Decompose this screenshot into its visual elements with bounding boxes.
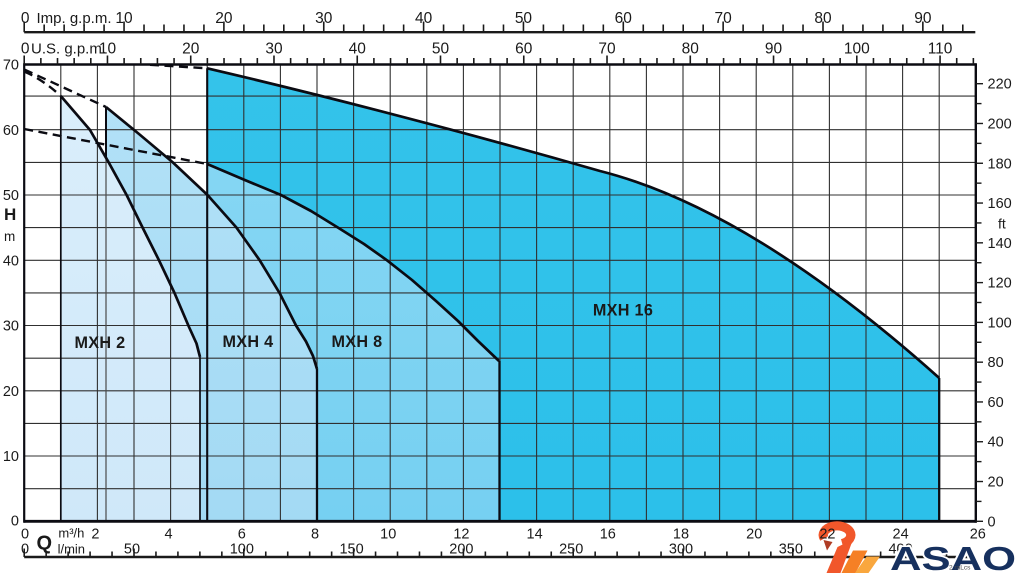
svg-text:350: 350 — [779, 542, 803, 558]
svg-text:2 raLcs: 2 raLcs — [949, 565, 971, 572]
svg-text:140: 140 — [988, 236, 1012, 252]
svg-text:10: 10 — [380, 527, 396, 543]
svg-text:U.S. g.p.m.: U.S. g.p.m. — [31, 41, 106, 58]
svg-text:20: 20 — [182, 41, 200, 58]
svg-text:90: 90 — [914, 10, 932, 27]
svg-text:20: 20 — [746, 527, 762, 543]
svg-text:6: 6 — [238, 527, 246, 543]
svg-text:110: 110 — [928, 41, 953, 58]
svg-text:40: 40 — [988, 435, 1004, 451]
svg-text:20: 20 — [988, 475, 1004, 491]
svg-text:Q: Q — [37, 533, 53, 555]
svg-text:60: 60 — [3, 123, 19, 139]
svg-text:16: 16 — [600, 527, 616, 543]
svg-text:10: 10 — [115, 10, 133, 27]
svg-text:MXH 16: MXH 16 — [593, 302, 653, 320]
svg-text:100: 100 — [230, 542, 254, 558]
svg-text:MXH 8: MXH 8 — [332, 333, 383, 351]
svg-text:100: 100 — [988, 315, 1012, 331]
svg-text:22: 22 — [819, 527, 835, 543]
svg-text:24: 24 — [893, 527, 909, 543]
svg-text:0: 0 — [21, 527, 29, 543]
svg-text:20: 20 — [215, 10, 233, 27]
svg-text:150: 150 — [339, 542, 363, 558]
svg-text:40: 40 — [349, 41, 367, 58]
svg-text:l/min: l/min — [58, 542, 85, 557]
svg-text:120: 120 — [988, 276, 1012, 292]
svg-text:0: 0 — [11, 513, 19, 529]
svg-text:14: 14 — [527, 527, 543, 543]
svg-text:0: 0 — [21, 542, 29, 558]
svg-text:12: 12 — [453, 527, 469, 543]
svg-text:m³/h: m³/h — [58, 526, 84, 541]
svg-text:300: 300 — [669, 542, 693, 558]
svg-text:ft: ft — [998, 216, 1006, 232]
svg-text:70: 70 — [715, 10, 733, 27]
svg-text:MXH 4: MXH 4 — [223, 333, 274, 351]
svg-text:Imp. g.p.m.: Imp. g.p.m. — [36, 10, 111, 27]
svg-text:30: 30 — [265, 41, 283, 58]
svg-text:0: 0 — [21, 10, 30, 27]
svg-text:20: 20 — [3, 384, 19, 400]
svg-text:90: 90 — [765, 41, 783, 58]
svg-text:50: 50 — [124, 542, 140, 558]
svg-text:0: 0 — [988, 514, 996, 530]
svg-text:80: 80 — [988, 355, 1004, 371]
svg-text:m: m — [4, 229, 15, 244]
svg-text:8: 8 — [311, 527, 319, 543]
svg-text:40: 40 — [3, 254, 19, 270]
svg-text:60: 60 — [988, 395, 1004, 411]
svg-text:70: 70 — [598, 41, 616, 58]
svg-text:160: 160 — [988, 196, 1012, 212]
svg-text:18: 18 — [673, 527, 689, 543]
svg-text:180: 180 — [988, 156, 1012, 172]
svg-text:50: 50 — [432, 41, 450, 58]
svg-text:250: 250 — [559, 542, 583, 558]
svg-text:80: 80 — [814, 10, 832, 27]
svg-text:30: 30 — [3, 319, 19, 335]
svg-text:4: 4 — [165, 527, 173, 543]
svg-text:80: 80 — [682, 41, 700, 58]
svg-text:ASAO: ASAO — [890, 541, 1016, 573]
svg-text:200: 200 — [988, 116, 1012, 132]
svg-text:100: 100 — [844, 41, 870, 58]
svg-text:MXH 2: MXH 2 — [75, 334, 126, 352]
svg-text:50: 50 — [3, 188, 19, 204]
svg-text:H: H — [4, 205, 16, 224]
svg-text:40: 40 — [415, 10, 433, 27]
svg-text:2: 2 — [91, 527, 99, 543]
svg-text:200: 200 — [449, 542, 473, 558]
svg-text:60: 60 — [515, 41, 533, 58]
svg-text:220: 220 — [988, 77, 1012, 93]
svg-text:10: 10 — [99, 41, 117, 58]
svg-text:60: 60 — [615, 10, 633, 27]
svg-text:70: 70 — [3, 58, 19, 74]
svg-text:400: 400 — [888, 542, 912, 558]
svg-text:50: 50 — [515, 10, 533, 27]
svg-text:30: 30 — [315, 10, 333, 27]
svg-text:0: 0 — [21, 41, 30, 58]
svg-text:10: 10 — [3, 449, 19, 465]
svg-text:26: 26 — [970, 527, 986, 543]
